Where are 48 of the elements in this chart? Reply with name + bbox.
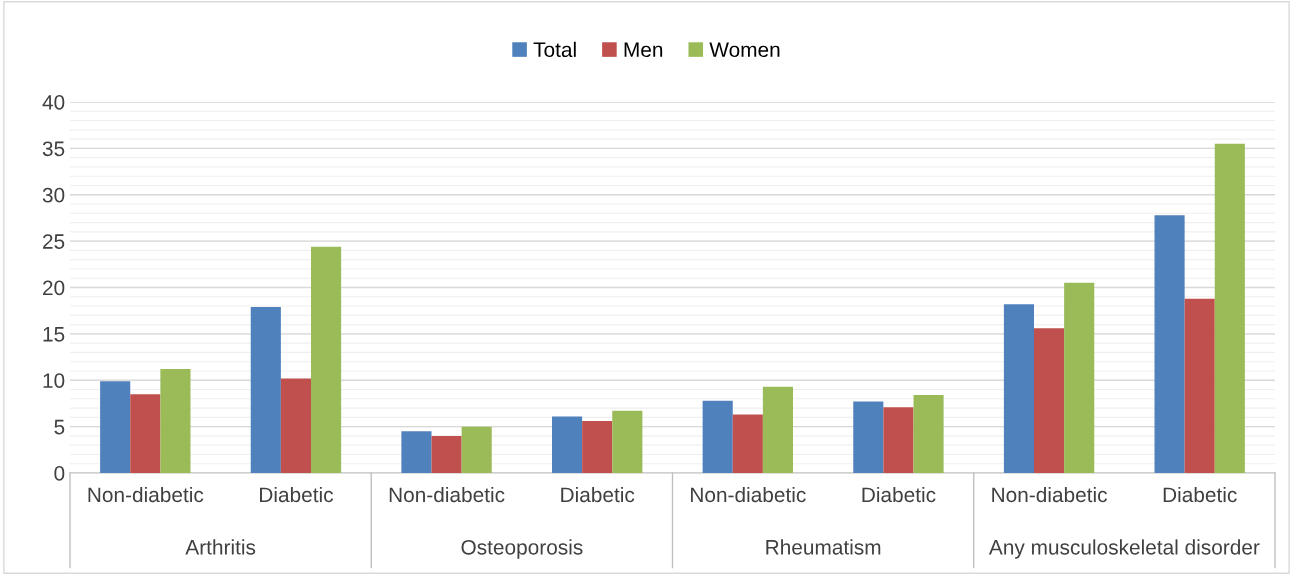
bar: [280, 378, 311, 473]
x-tick-label: Diabetic: [1163, 486, 1237, 503]
x-tick-label: Non-diabetic: [992, 486, 1107, 503]
bar: [883, 407, 914, 473]
x-tick-label: Non-diabetic: [389, 486, 505, 503]
legend-label: Total: [533, 41, 576, 58]
bar: [702, 400, 733, 473]
text: Arthritis: [185, 539, 256, 555]
y-tick-label: 10: [43, 373, 65, 388]
text: Osteoporosis: [461, 539, 583, 559]
bar: [732, 414, 763, 473]
x-tick-label: Diabetic: [260, 486, 334, 503]
bar: [130, 394, 161, 473]
x-tick-label: Non-diabetic: [691, 486, 806, 503]
legend-label: Men: [624, 42, 663, 58]
y-tick-label: 20: [43, 280, 65, 296]
bar: [582, 421, 613, 473]
y-tick-label: 35: [42, 141, 65, 157]
bar: [1184, 298, 1215, 473]
bar: [100, 381, 131, 473]
bar: [762, 386, 793, 473]
x-tick-label: Diabetic: [561, 486, 635, 503]
x-tick-label: Diabetic: [862, 486, 936, 503]
y-tick-label: 30: [42, 187, 65, 203]
y-tick-label: 15: [43, 327, 65, 342]
bar: [311, 246, 342, 473]
bar: [250, 306, 281, 473]
bar: [1154, 215, 1185, 473]
bar: [612, 410, 643, 473]
bar: [552, 416, 583, 473]
text: Any musculoskeletal disorder: [988, 539, 1260, 559]
bar: [1034, 328, 1065, 473]
y-tick-label: 40: [42, 95, 65, 110]
x-tick-label: Non-diabetic: [88, 486, 204, 503]
bar: [431, 435, 462, 473]
legend-label: Women: [709, 42, 780, 58]
bar: [913, 395, 944, 473]
bar: [1214, 143, 1245, 473]
bar: [1003, 304, 1034, 473]
bar: [461, 426, 492, 473]
y-tick-label: 25: [43, 234, 65, 249]
bar: [853, 401, 884, 473]
y-tick-label: 0: [54, 466, 65, 481]
bar: [1064, 282, 1095, 473]
bar: [401, 431, 432, 473]
bar: [160, 369, 191, 473]
y-tick-label: 5: [54, 419, 65, 435]
text: Rheumatism: [766, 539, 881, 555]
